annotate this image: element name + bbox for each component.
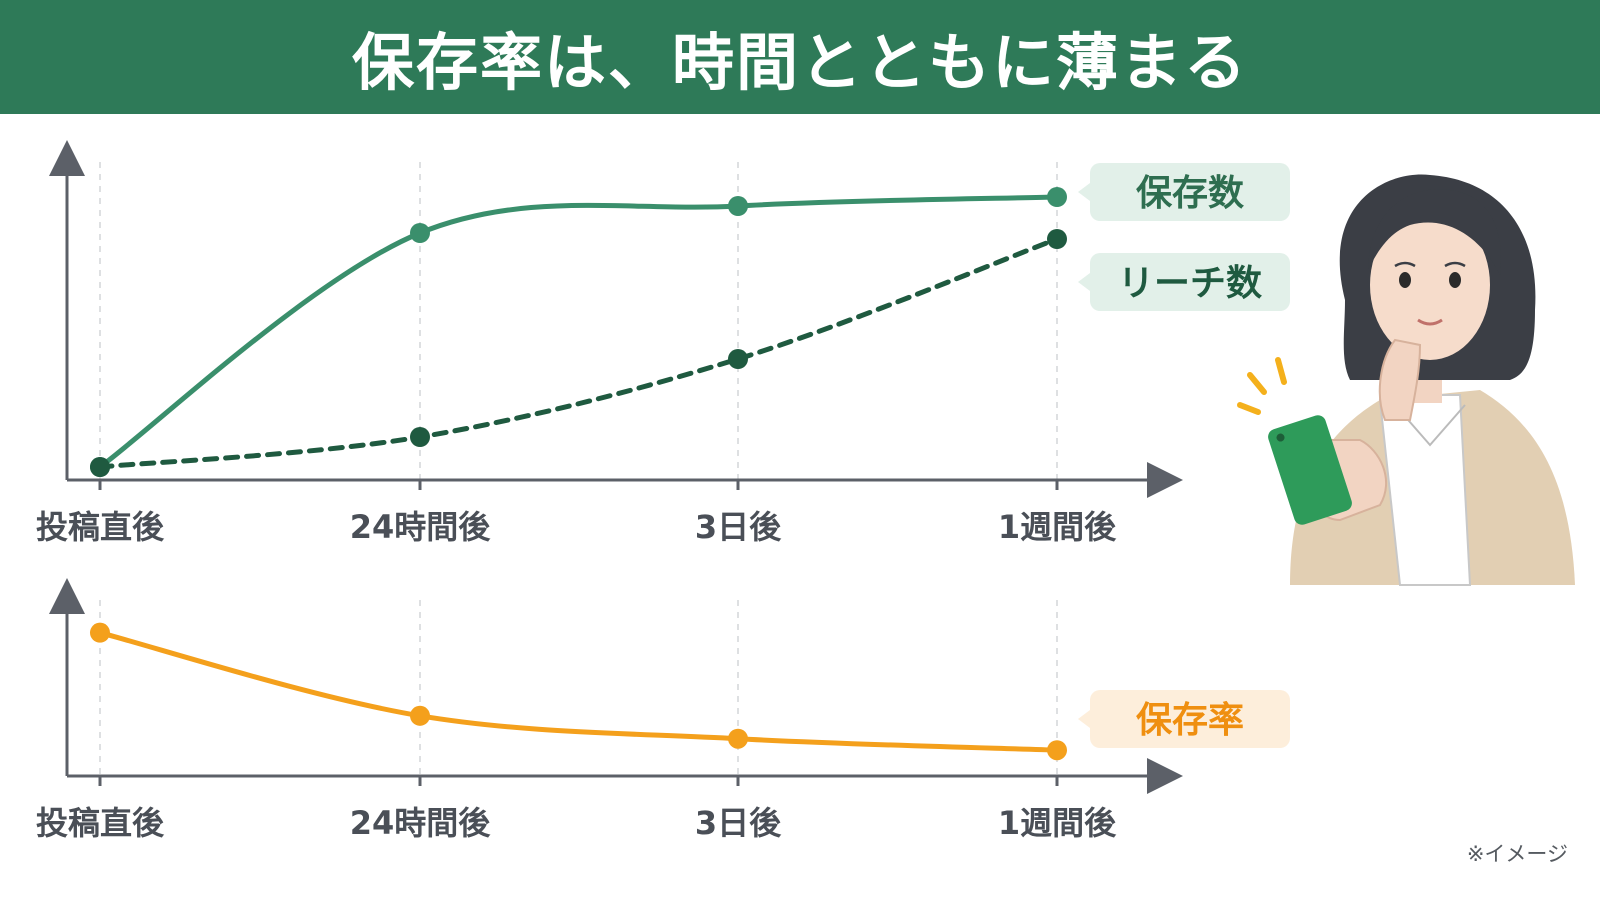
x-tick-label: 3日後 — [695, 508, 782, 546]
legend-box — [1090, 690, 1290, 748]
data-point — [90, 622, 110, 643]
data-point — [728, 196, 748, 216]
legend-pointer — [1078, 183, 1090, 201]
legend-label: リーチ数 — [1118, 263, 1262, 304]
image-note: ※イメージ — [1466, 842, 1568, 866]
legend-pointer — [1078, 273, 1090, 291]
x-tick-label: 3日後 — [695, 804, 782, 842]
data-point — [410, 223, 430, 243]
legend-label: 保存率 — [1136, 700, 1244, 741]
x-tick-label: 24時間後 — [350, 804, 492, 842]
data-point — [728, 349, 748, 369]
series-line — [97, 630, 1060, 753]
x-tick-label: 1週間後 — [998, 804, 1117, 842]
page-title: 保存率は、時間とともに薄まる — [351, 26, 1248, 99]
data-point — [728, 728, 748, 749]
series-line — [97, 236, 1060, 470]
legend-box — [1090, 163, 1290, 221]
legend-box — [1090, 253, 1290, 311]
bottom-line-chart: 投稿直後 24時間後 3日後 1週間後 保存率 — [36, 578, 1290, 842]
data-point — [1047, 740, 1067, 761]
data-point — [410, 705, 430, 726]
legend-label: 保存数 — [1136, 173, 1244, 214]
x-tick-label: 1週間後 — [998, 508, 1117, 546]
data-point — [410, 427, 430, 447]
title-banner: 保存率は、時間とともに薄まる — [0, 0, 1600, 114]
data-point — [90, 457, 110, 477]
x-tick-label: 24時間後 — [350, 508, 492, 546]
woman-illustration — [1237, 174, 1575, 586]
data-point — [1047, 187, 1067, 207]
x-tick-label: 投稿直後 — [36, 804, 165, 842]
legend-pointer — [1078, 710, 1090, 728]
data-point — [1047, 229, 1067, 249]
series-line — [97, 194, 1060, 470]
x-tick-label: 投稿直後 — [36, 508, 165, 546]
